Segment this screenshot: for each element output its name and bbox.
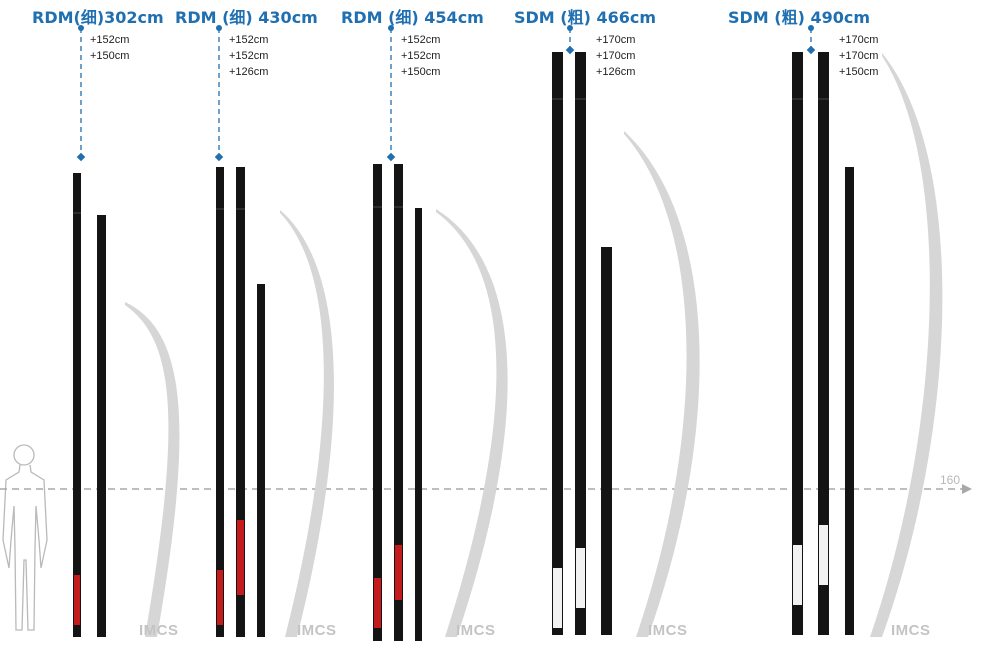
mast-title-1: RDM(细)302cm [32, 8, 164, 27]
bend-curve-1 [125, 302, 180, 637]
mast-group-1 [73, 25, 106, 637]
mast-group-3 [373, 25, 422, 641]
mast-title-5: SDM (粗) 490cm [728, 8, 871, 27]
mast-white-band [576, 548, 585, 608]
segment-list-5: +170cm +170cm +150cm [839, 32, 878, 80]
segment-length: +170cm [839, 34, 879, 46]
mast-section [552, 52, 563, 635]
segment-length: +152cm [229, 50, 269, 62]
watermark-2: IMCS [297, 622, 337, 639]
mast-red-band [237, 520, 244, 595]
segment-length: +126cm [229, 66, 269, 78]
segment-length: +152cm [229, 34, 269, 46]
segment-length: +150cm [839, 66, 879, 78]
bend-curve-2 [280, 210, 334, 637]
mast-section [257, 284, 265, 637]
mast-section [575, 52, 586, 635]
mast-section-joint [792, 98, 803, 100]
segment-length: +150cm [401, 66, 441, 78]
reference-arrow-icon [962, 484, 972, 494]
mast-section-joint [73, 212, 81, 214]
leader-marker-bottom [214, 152, 224, 162]
mast-group-2 [214, 25, 265, 637]
mast-red-band [374, 578, 381, 628]
leader-marker-bottom [806, 45, 816, 55]
leader-dot-top [567, 25, 573, 31]
leader-marker-bottom [386, 152, 396, 162]
mast-section [601, 247, 612, 635]
mast-title-4: SDM (粗) 466cm [514, 8, 657, 27]
leader-dot-top [808, 25, 814, 31]
bend-curve-3 [436, 209, 508, 637]
mast-white-band [553, 568, 562, 628]
watermark-4: IMCS [648, 622, 688, 639]
mast-section [845, 167, 854, 635]
leader-marker-bottom [76, 152, 86, 162]
mast-section-joint [575, 98, 586, 100]
mast-section-joint [236, 208, 245, 210]
mast-section [236, 167, 245, 637]
mast-section [415, 208, 422, 641]
reference-height-label: 160 [940, 473, 961, 487]
segment-list-1: +152cm +150cm [90, 32, 129, 64]
watermark-1: IMCS [139, 622, 179, 639]
segment-list-4: +170cm +170cm +126cm [596, 32, 635, 80]
mast-white-band [793, 545, 802, 605]
bend-curves [125, 53, 943, 637]
mast-section [818, 52, 829, 635]
watermark-5: IMCS [891, 622, 931, 639]
mast-title-2: RDM (细) 430cm [175, 8, 318, 27]
mast-section-joint [818, 98, 829, 100]
mast-red-band [74, 575, 80, 625]
mast-white-band [819, 525, 828, 585]
segment-length: +126cm [596, 66, 636, 78]
mast-section [373, 164, 382, 641]
segment-length: +152cm [401, 50, 441, 62]
watermark-3: IMCS [456, 622, 496, 639]
segment-length: +152cm [90, 34, 130, 46]
mast-section [216, 167, 224, 637]
mast-section [394, 164, 403, 641]
human-silhouette-icon [2, 444, 48, 631]
segment-length: +152cm [401, 34, 441, 46]
segment-length: +150cm [90, 50, 130, 62]
mast-section [792, 52, 803, 635]
mast-section-joint [394, 206, 403, 208]
segment-length: +170cm [596, 34, 636, 46]
leader-dot-top [78, 25, 84, 31]
leader-marker-bottom [565, 45, 575, 55]
segment-length: +170cm [596, 50, 636, 62]
segment-list-2: +152cm +152cm +126cm [229, 32, 268, 80]
mast-group-4 [552, 25, 612, 635]
bend-curve-5 [870, 53, 943, 637]
segment-list-3: +152cm +152cm +150cm [401, 32, 440, 80]
mast-red-band [217, 570, 223, 625]
mast-title-3: RDM (细) 454cm [341, 8, 484, 27]
mast-section [73, 173, 81, 637]
mast-section-joint [373, 206, 382, 208]
leader-dot-top [216, 25, 222, 31]
mast-group-5 [792, 25, 854, 635]
mast-section-joint [552, 98, 563, 100]
mast-section-joint [216, 208, 224, 210]
mast-section [97, 215, 106, 637]
leader-dot-top [388, 25, 394, 31]
mast-red-band [395, 545, 402, 600]
bend-curve-4 [624, 131, 700, 637]
segment-length: +170cm [839, 50, 879, 62]
